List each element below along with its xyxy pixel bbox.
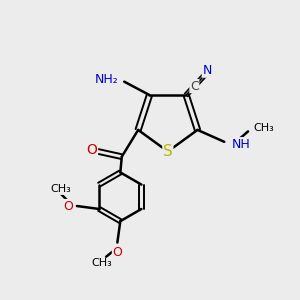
Text: CH₃: CH₃ xyxy=(50,184,71,194)
Text: N: N xyxy=(202,64,212,77)
Text: CH₃: CH₃ xyxy=(254,123,274,133)
Text: O: O xyxy=(87,143,98,157)
Text: S: S xyxy=(163,144,173,159)
Text: C: C xyxy=(190,80,199,93)
Text: O: O xyxy=(64,200,74,212)
Text: NH₂: NH₂ xyxy=(95,73,119,86)
Text: CH₃: CH₃ xyxy=(91,258,112,268)
Text: O: O xyxy=(112,246,122,259)
Text: NH: NH xyxy=(232,138,250,151)
